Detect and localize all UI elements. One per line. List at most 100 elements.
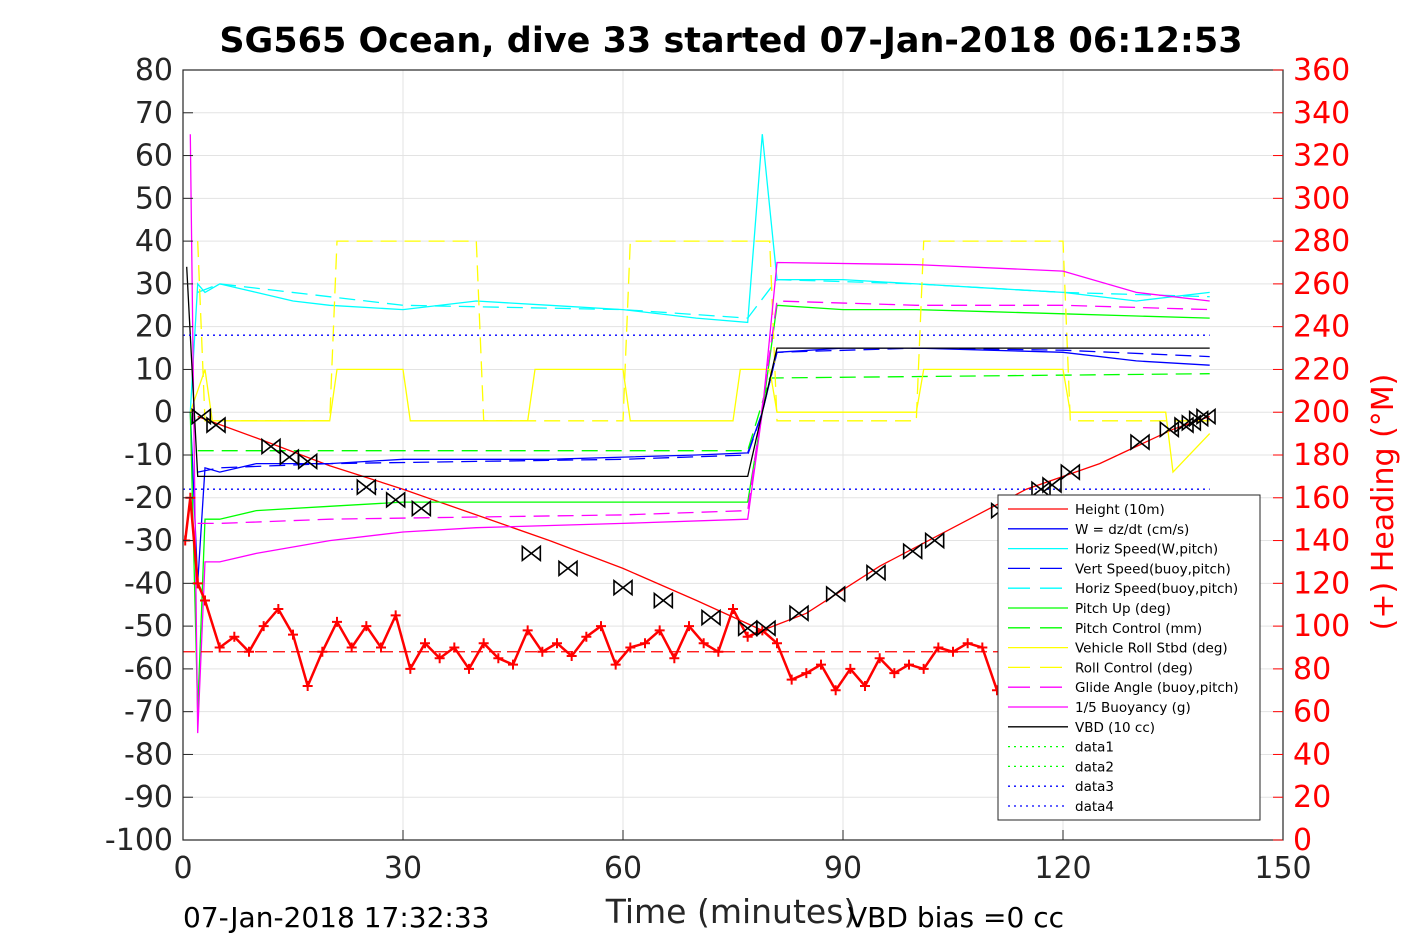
y2-tick-label: 80 — [1293, 652, 1331, 687]
y-tick-label: 80 — [135, 53, 173, 88]
y2-tick-label: 240 — [1293, 310, 1350, 345]
heading-point — [625, 642, 636, 653]
heading-point — [332, 616, 342, 627]
legend-label: Pitch Up (deg) — [1075, 601, 1171, 617]
series-line-6 — [197, 373, 1210, 452]
legend-label: data2 — [1075, 759, 1114, 775]
y2-tick-label: 60 — [1293, 695, 1331, 730]
heading-point — [962, 638, 973, 649]
y-tick-label: -20 — [124, 481, 173, 516]
series-line-11 — [186, 266, 1210, 478]
legend-label: Vert Speed(buoy,pitch) — [1075, 561, 1231, 577]
y-tick-label: 10 — [135, 352, 173, 387]
y-tick-label: 40 — [135, 224, 173, 259]
height-marker-layer — [191, 407, 1216, 637]
y-tick-label: 20 — [135, 310, 173, 345]
height-marker — [356, 478, 377, 496]
height-marker — [789, 604, 809, 622]
y-tick-label: 70 — [135, 96, 173, 131]
y-tick-label: -80 — [124, 737, 173, 772]
legend-label: data4 — [1075, 799, 1114, 815]
y2-tick-label: 100 — [1293, 609, 1350, 644]
y2-tick-label: 160 — [1293, 481, 1350, 516]
x-tick-label: 30 — [384, 851, 422, 886]
height-marker — [1060, 463, 1081, 481]
legend-label: W = dz/dt (cm/s) — [1075, 522, 1189, 538]
heading-point — [522, 625, 533, 636]
y2-tick-label: 20 — [1293, 780, 1331, 815]
height-marker — [297, 452, 318, 471]
y-tick-label: -10 — [124, 438, 173, 473]
left-axis-ticks: 80 70 60 50 40 30 20 10 0 -10 -20 -30 -40 -50 -60 -70 -8… — [105, 53, 193, 858]
height-marker — [521, 544, 542, 563]
height-marker — [613, 578, 633, 597]
heading-point — [449, 642, 460, 653]
legend-label: VBD (10 cc) — [1075, 720, 1155, 736]
x-tick-label: 120 — [1034, 851, 1091, 886]
heading-point — [434, 653, 445, 664]
y2-tick-label: 200 — [1293, 395, 1350, 430]
y2-tick-label: 180 — [1293, 438, 1350, 473]
height-marker — [1181, 414, 1202, 432]
y-tick-label: -90 — [124, 780, 173, 815]
height-marker — [825, 585, 846, 603]
chart-title: SG565 Ocean, dive 33 started 07-Jan-2018… — [219, 21, 1242, 61]
legend-label: Height (10m) — [1075, 502, 1165, 518]
heading-point — [258, 621, 269, 632]
height-marker — [279, 448, 300, 466]
heading-point — [742, 631, 753, 642]
heading-point — [581, 631, 592, 642]
heading-layer — [183, 492, 1210, 696]
legend-label: Horiz Speed(W,pitch) — [1075, 542, 1218, 558]
heading-point — [654, 625, 665, 636]
y-tick-label: -40 — [124, 566, 173, 601]
heading-point — [786, 674, 797, 685]
heading-point — [464, 663, 474, 674]
height-marker — [902, 542, 923, 560]
series-line-2 — [189, 134, 1210, 413]
legend-label: data1 — [1075, 740, 1114, 756]
heading-point — [288, 629, 298, 640]
heading-point — [229, 631, 240, 642]
y2-tick-label: 260 — [1293, 267, 1350, 302]
series-line-10 — [189, 134, 1210, 734]
footer-vbd-bias: VBD bias =0 cc — [848, 901, 1064, 934]
heading-point — [390, 610, 401, 621]
y-tick-label: -100 — [105, 823, 173, 858]
heading-point — [537, 646, 548, 657]
heading-point — [669, 653, 680, 664]
heading-point — [244, 646, 254, 657]
height-marker — [206, 416, 226, 434]
height-marker — [261, 437, 281, 456]
height-marker — [385, 491, 406, 509]
height-marker — [1174, 416, 1194, 434]
heading-point — [684, 621, 694, 632]
height-marker — [1188, 410, 1209, 428]
legend-label: Vehicle Roll Stbd (deg) — [1075, 641, 1228, 657]
y2-tick-label: 0 — [1293, 823, 1312, 858]
y-tick-label: 60 — [135, 139, 173, 174]
height-marker — [866, 564, 886, 582]
height-marker — [1159, 420, 1180, 438]
x-tick-label: 90 — [824, 851, 862, 886]
series-layer — [183, 134, 1211, 734]
series-line-4 — [197, 278, 1210, 319]
y2-tick-label: 300 — [1293, 181, 1350, 216]
heading-point — [552, 638, 562, 649]
y-tick-label: -70 — [124, 695, 173, 730]
heading-point — [816, 659, 826, 670]
heading-point — [845, 663, 856, 674]
footer-timestamp: 07-Jan-2018 17:32:33 — [183, 901, 489, 934]
y-tick-label: -30 — [124, 524, 173, 559]
legend-label: Horiz Speed(buoy,pitch) — [1075, 581, 1238, 597]
height-marker — [756, 619, 776, 637]
heading-point — [273, 604, 284, 614]
heading-line — [183, 497, 999, 693]
x-tick-label: 150 — [1254, 851, 1311, 886]
legend-label: Glide Angle (buoy,pitch) — [1075, 680, 1239, 696]
height-marker — [1196, 407, 1216, 426]
heading-point — [698, 638, 709, 649]
y-tick-label: -60 — [124, 652, 173, 687]
